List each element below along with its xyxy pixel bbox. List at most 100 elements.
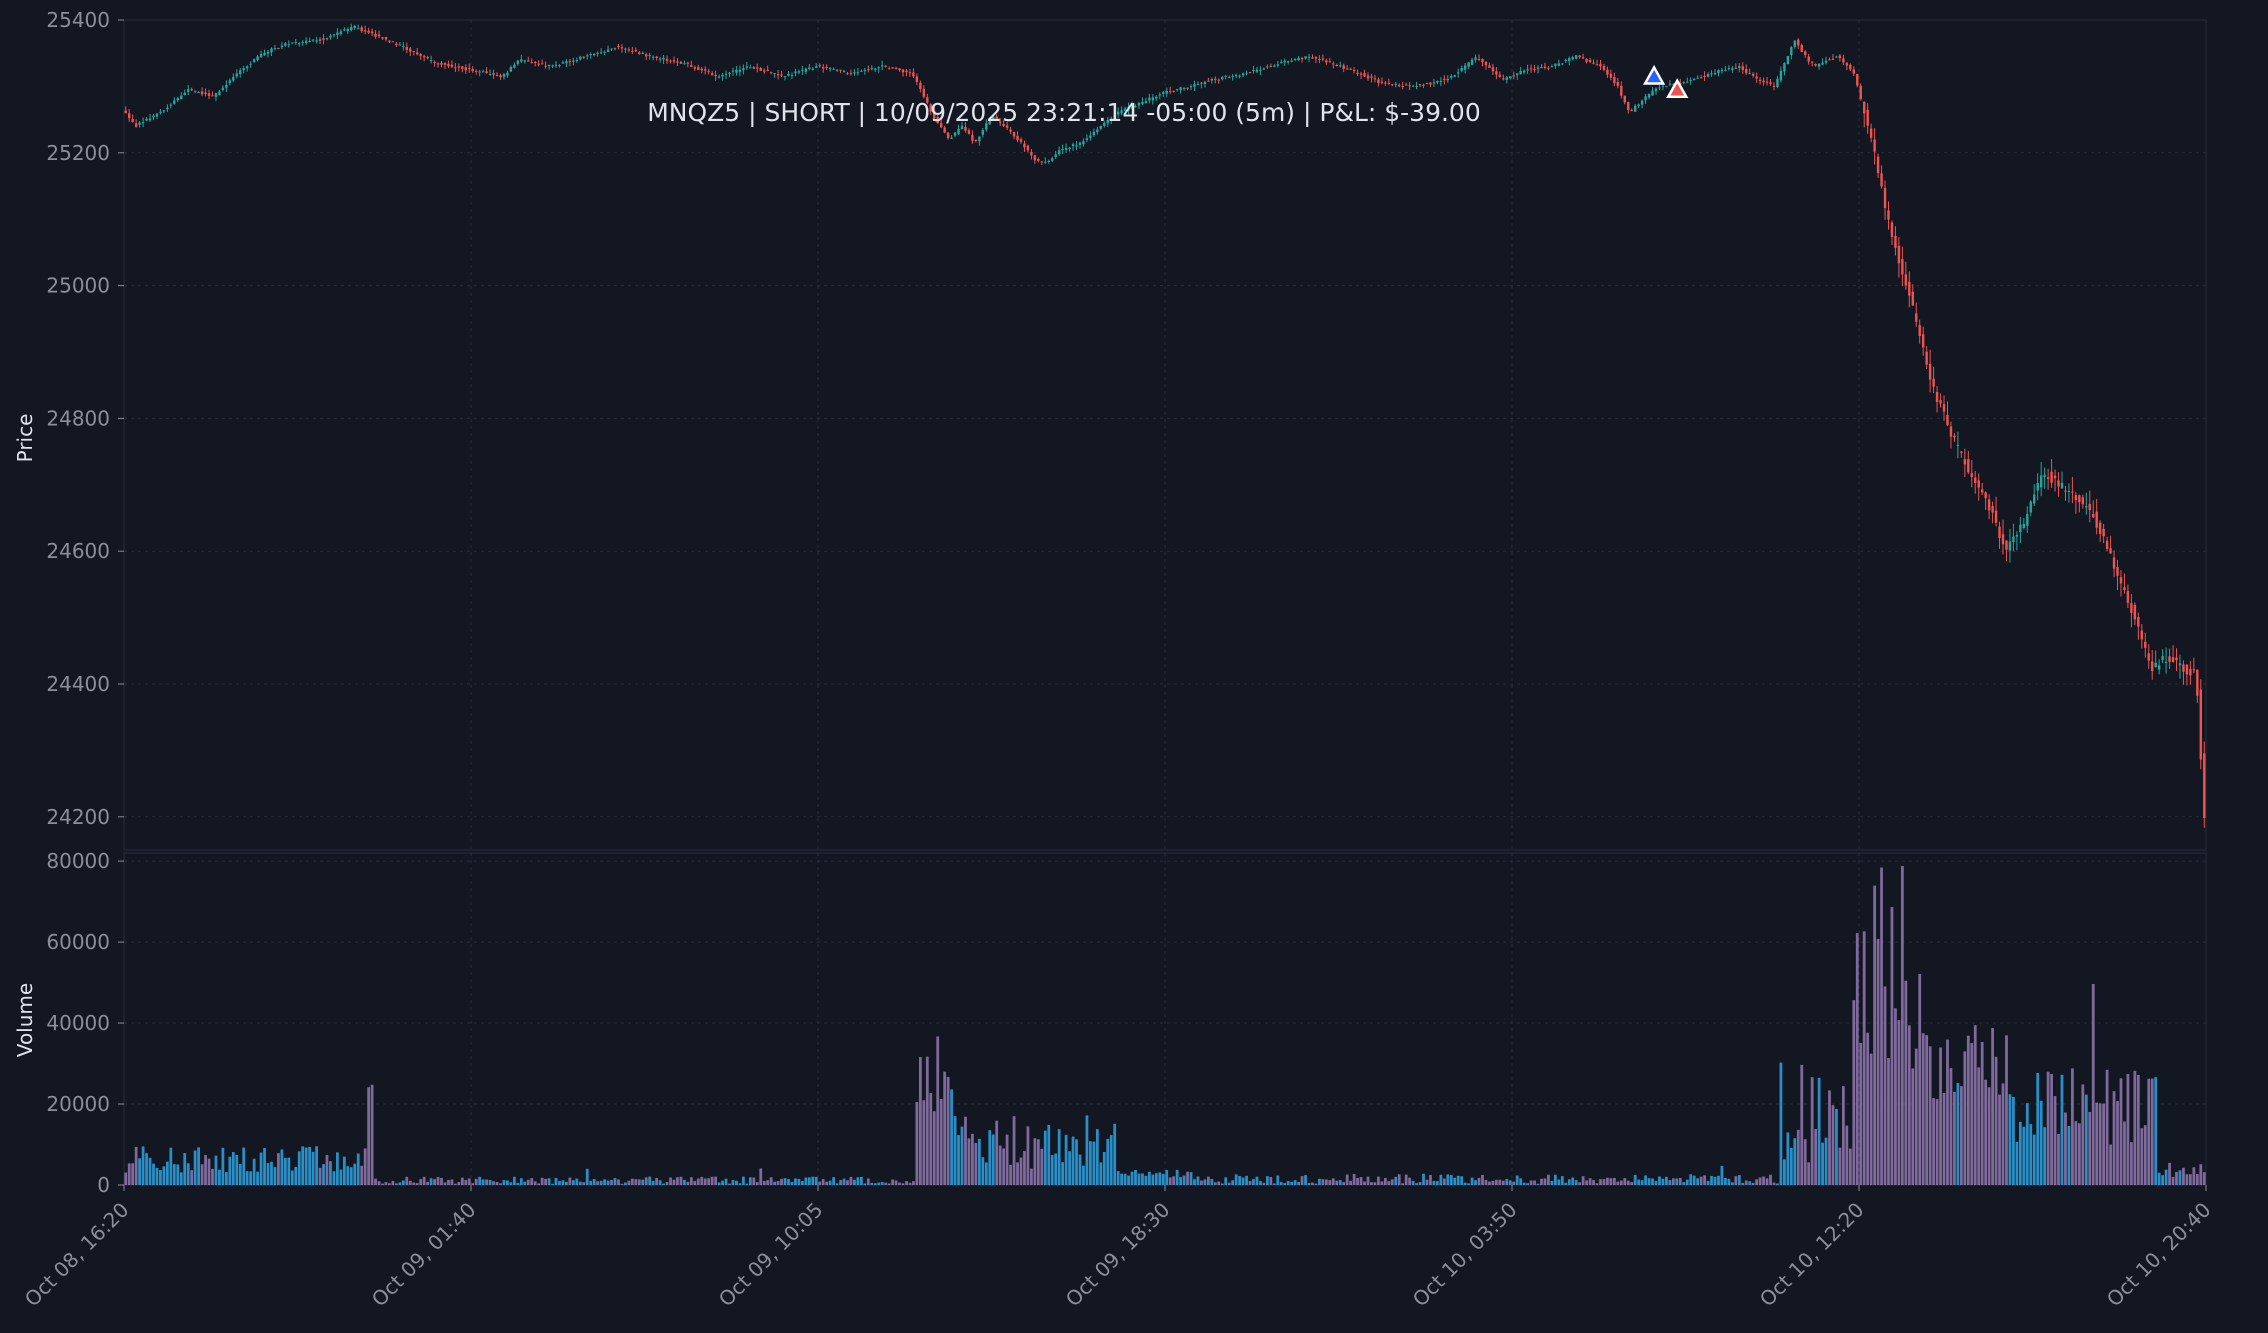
volume-bar bbox=[1671, 1178, 1675, 1185]
volume-bar bbox=[1130, 1171, 1134, 1185]
price-tick-label: 24200 bbox=[46, 805, 110, 829]
candle-body bbox=[2022, 523, 2026, 529]
candle-body bbox=[1450, 75, 1453, 78]
candle-body bbox=[131, 118, 134, 122]
volume-bar bbox=[849, 1176, 853, 1185]
volume-bar bbox=[1151, 1174, 1155, 1185]
volume-bar bbox=[2050, 1074, 2053, 1185]
volume-bar bbox=[2136, 1074, 2140, 1185]
volume-bar bbox=[2060, 1074, 2064, 1185]
candle-body bbox=[710, 73, 714, 76]
volume-bar bbox=[533, 1181, 537, 1185]
candle-body bbox=[409, 48, 412, 52]
candle-body bbox=[1724, 70, 1727, 72]
volume-bar bbox=[964, 1116, 967, 1185]
volume-bar bbox=[2164, 1169, 2168, 1185]
candle-body bbox=[575, 60, 579, 62]
candle-body bbox=[1116, 111, 1120, 115]
candle-body bbox=[457, 66, 461, 68]
volume-bar bbox=[186, 1163, 190, 1185]
volume-bar bbox=[512, 1176, 516, 1185]
volume-bar bbox=[492, 1181, 495, 1185]
volume-bar bbox=[1935, 1099, 1939, 1185]
candle-body bbox=[1571, 57, 1574, 60]
candle-body bbox=[1609, 73, 1613, 78]
candle-body bbox=[2074, 495, 2078, 501]
candle-body bbox=[1339, 65, 1342, 67]
volume-bar bbox=[506, 1180, 509, 1185]
candle-body bbox=[544, 65, 547, 67]
volume-bar bbox=[1050, 1155, 1054, 1185]
volume-bar bbox=[1949, 1068, 1953, 1185]
volume-bar bbox=[370, 1084, 374, 1185]
candle-body bbox=[1953, 435, 1956, 438]
volume-bar bbox=[342, 1156, 346, 1185]
candle-body bbox=[568, 61, 572, 63]
candle-body bbox=[488, 74, 492, 76]
candle-body bbox=[2161, 656, 2164, 661]
volume-bar bbox=[1814, 1129, 1818, 1185]
volume-bar bbox=[1089, 1141, 1092, 1185]
candle-body bbox=[235, 73, 238, 77]
candle-body bbox=[1921, 334, 1925, 348]
volume-bar bbox=[2171, 1176, 2175, 1185]
candle-body bbox=[249, 63, 252, 65]
volume-bar bbox=[915, 1102, 919, 1185]
candle-body bbox=[967, 130, 971, 135]
candle-body bbox=[225, 85, 228, 88]
volume-bar bbox=[1036, 1139, 1040, 1185]
candle-body bbox=[513, 64, 516, 68]
volume-bar bbox=[1751, 1182, 1755, 1185]
candle-body bbox=[540, 63, 544, 65]
candle-body bbox=[1127, 106, 1130, 111]
volume-bar bbox=[752, 1177, 756, 1185]
volume-bar bbox=[1356, 1178, 1359, 1185]
volume-bar bbox=[832, 1177, 836, 1185]
volume-bar bbox=[460, 1177, 464, 1185]
candle-body bbox=[1512, 75, 1515, 77]
volume-bar bbox=[1876, 938, 1880, 1185]
volume-bar bbox=[1484, 1179, 1488, 1185]
volume-bar bbox=[797, 1178, 801, 1185]
volume-bar bbox=[1488, 1181, 1491, 1185]
volume-bar bbox=[388, 1183, 391, 1185]
candle-body bbox=[606, 49, 610, 52]
candle-body bbox=[1057, 150, 1061, 155]
candle-body bbox=[901, 69, 905, 73]
candle-body bbox=[1422, 84, 1425, 86]
volume-bar bbox=[672, 1179, 676, 1185]
volume-bar bbox=[2130, 1142, 2133, 1185]
volume-bar bbox=[846, 1180, 849, 1185]
candle-body bbox=[1432, 82, 1436, 84]
volume-bar bbox=[523, 1181, 527, 1185]
candle-body bbox=[985, 123, 988, 130]
candle-body bbox=[1023, 143, 1026, 148]
volume-bar bbox=[922, 1100, 926, 1185]
candle-body bbox=[301, 42, 304, 44]
candle-body bbox=[1568, 58, 1571, 61]
volume-bar bbox=[1467, 1183, 1471, 1185]
volume-bar bbox=[870, 1182, 874, 1185]
volume-bar bbox=[1380, 1181, 1384, 1185]
volume-bar bbox=[1082, 1165, 1085, 1185]
volume-bar bbox=[540, 1177, 544, 1185]
candle-body bbox=[193, 90, 197, 92]
volume-bar bbox=[207, 1158, 211, 1185]
volume-bar bbox=[1609, 1178, 1613, 1185]
volume-bar bbox=[2192, 1167, 2196, 1185]
volume-bar bbox=[1623, 1178, 1627, 1185]
candle-body bbox=[461, 66, 464, 69]
candle-body bbox=[363, 30, 367, 32]
candle-body bbox=[502, 74, 506, 77]
volume-bar bbox=[395, 1183, 398, 1185]
candle-body bbox=[2085, 506, 2088, 508]
volume-bar bbox=[627, 1180, 631, 1185]
candle-body bbox=[1970, 473, 1973, 478]
volume-tick-label: 0 bbox=[97, 1173, 110, 1197]
volume-bar bbox=[1963, 1051, 1967, 1185]
volume-bar bbox=[554, 1177, 558, 1185]
volume-bar bbox=[1880, 867, 1883, 1185]
candle-body bbox=[1092, 131, 1096, 136]
candle-body bbox=[1234, 75, 1238, 77]
